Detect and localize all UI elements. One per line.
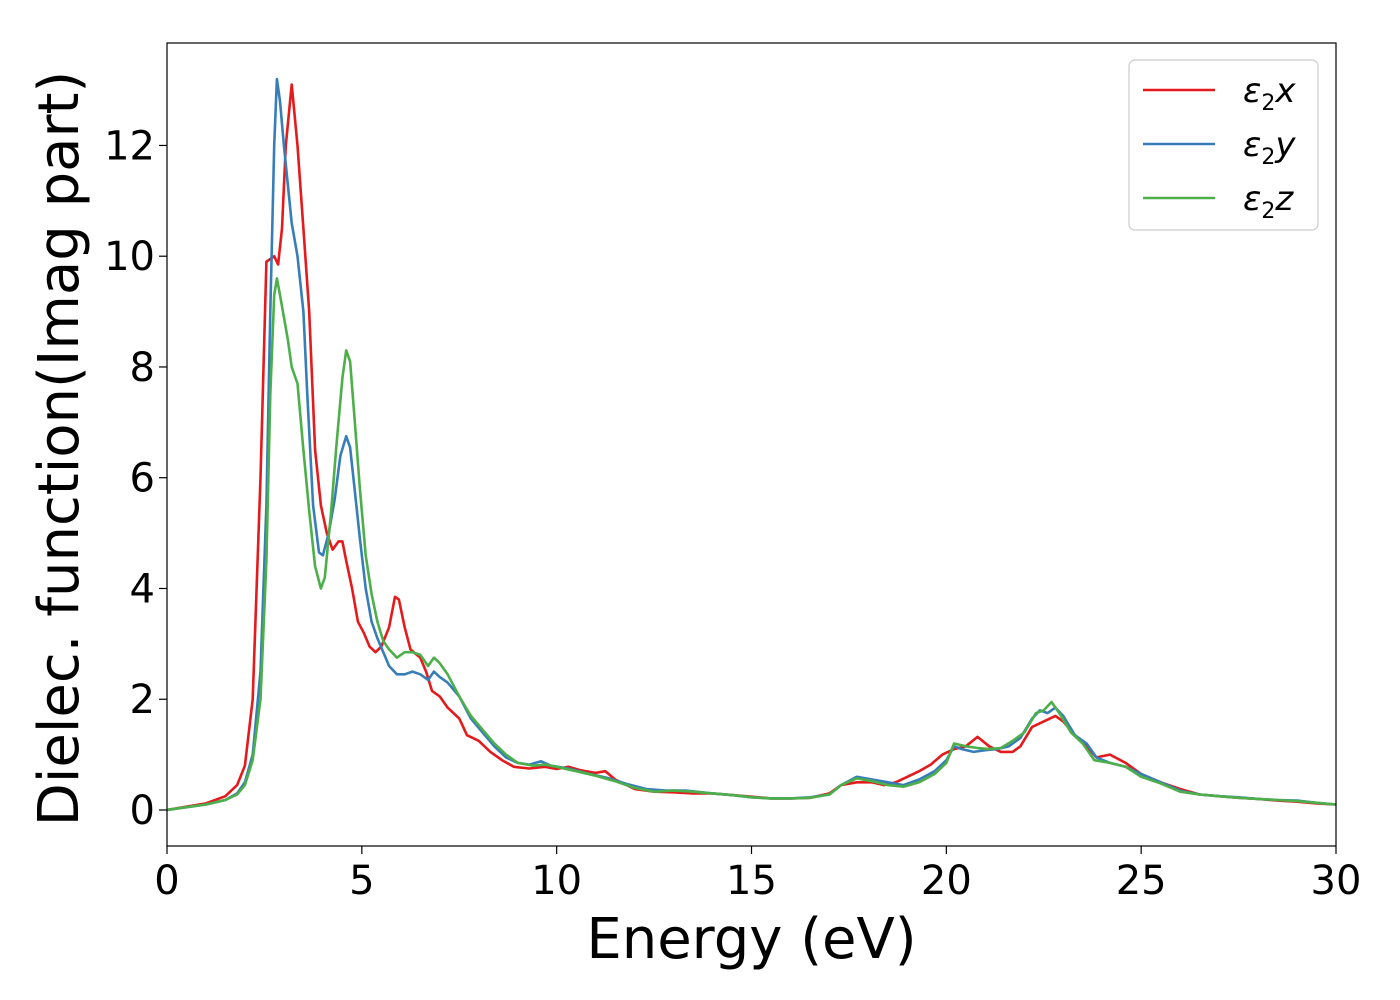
- legend-label-z: ε2z: [1243, 179, 1294, 224]
- x-tick-label: 0: [154, 858, 179, 904]
- y-tick-label: 8: [130, 345, 155, 391]
- y-tick-label: 0: [130, 788, 155, 834]
- y-tick-label: 2: [130, 677, 155, 723]
- y-tick-label: 10: [104, 234, 155, 280]
- x-tick-label: 25: [1116, 858, 1167, 904]
- x-axis-label: Energy (eV): [586, 907, 916, 972]
- x-tick-label: 5: [349, 858, 374, 904]
- y-tick-label: 6: [130, 456, 155, 502]
- legend-box: [1128, 59, 1319, 231]
- series-line-z: [167, 277, 1336, 812]
- y-tick-label: 4: [130, 566, 155, 612]
- x-tick-label: 15: [726, 858, 777, 904]
- legend-label-x: ε2x: [1243, 71, 1296, 116]
- x-tick-label: 20: [921, 858, 972, 904]
- legend: ε2x ε2y ε2z: [1128, 59, 1319, 231]
- y-tick-label: 12: [104, 123, 155, 169]
- y-axis-label: Dielec. function(Imag part): [27, 71, 92, 827]
- x-tick-label: 10: [531, 858, 582, 904]
- series-layer: [167, 77, 1336, 812]
- legend-label-y: ε2y: [1243, 125, 1296, 170]
- series-line-x: [167, 83, 1336, 812]
- x-tick-label: 30: [1311, 858, 1362, 904]
- ticks-layer: 0 5 10 15 20 25 30 0 2 4 6 8 10 12: [104, 123, 1361, 904]
